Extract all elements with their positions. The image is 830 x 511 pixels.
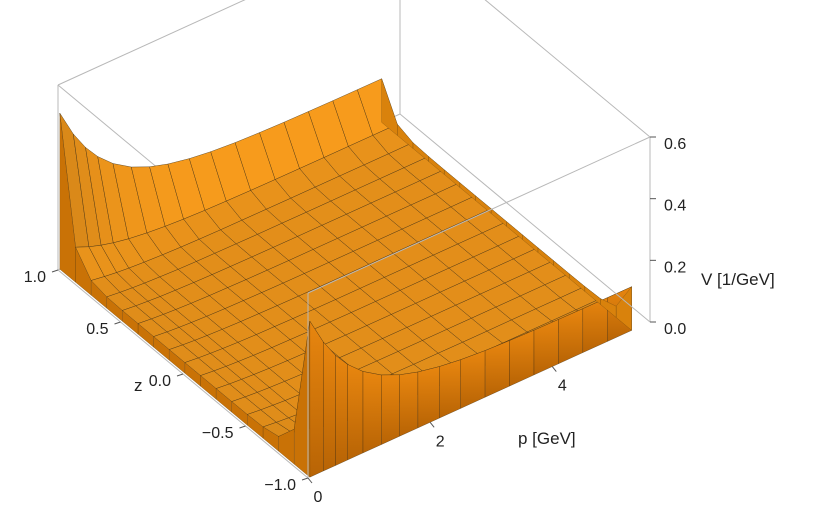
surface-side-front [323,341,336,472]
surface-side-front [439,359,461,419]
box-edge [399,113,651,323]
bounding-box-front [57,113,651,479]
box-edge [307,136,651,294]
z-tick [51,269,59,273]
x-axis-label: p [GeV] [518,429,576,448]
x-tick [551,366,557,372]
surface-side-front [460,350,486,409]
v-tick-label: 0.2 [664,259,686,276]
surface-side-front [335,354,348,466]
surface-side-front [347,364,364,461]
surface-side-front [399,371,419,437]
x-tick-label: 4 [558,378,567,395]
axis-ticks: 0 2 4 −1.0 −0.5 0.0 0.5 1.0 0.0 0.2 0.4 0.6 [24,136,687,506]
z-tick-label: −1.0 [264,477,296,494]
v-tick-label: 0.4 [664,198,686,215]
v-tick-label: 0.6 [664,136,686,153]
x-tick-label: 0 [314,489,323,506]
surface-side-front [309,320,324,478]
surface-side-front [362,371,382,454]
surface-side-left [59,113,76,283]
box-edge [484,0,651,138]
z-tick-label: 1.0 [24,269,46,286]
surface [59,78,632,478]
surface-side-front [381,374,400,445]
z-tick [301,477,309,481]
z-tick-label: −0.5 [202,425,234,442]
z-tick [114,321,121,325]
y-axis-label: z [134,376,143,395]
z-tick-label: 0.0 [149,373,171,390]
x-tick [307,477,313,484]
z-tick-label: 0.5 [86,321,108,338]
x-tick-label: 2 [436,433,445,450]
box-edge [57,0,246,86]
v-tick-label: 0.0 [664,321,686,338]
surface-side-front [484,340,510,398]
z-tick [176,373,184,377]
surface-side-front [417,366,440,429]
surface-side-right [381,78,398,136]
x-tick [429,421,435,428]
z-tick [239,425,246,429]
z-axis-label: V [1/GeV] [701,270,775,289]
